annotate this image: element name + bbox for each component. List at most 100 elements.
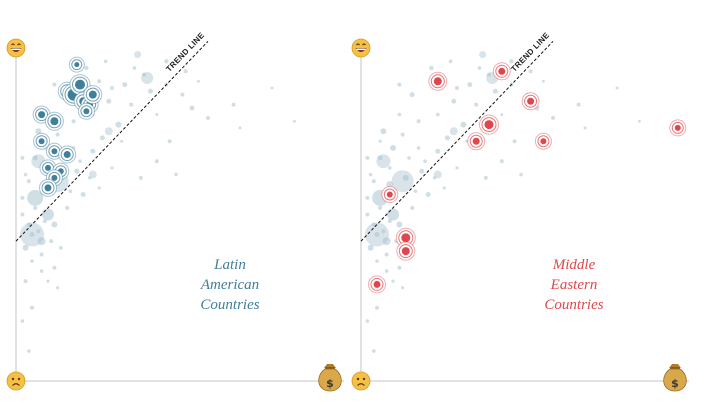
background-point [33,205,38,210]
background-point [387,219,392,224]
background-point [42,208,54,221]
background-point [120,139,124,143]
money-bag-icon: $ [318,364,342,392]
trend-line [360,40,554,242]
trend-line-label: TREND LINE [509,30,551,73]
panel-title: Latin American Countries [200,257,260,313]
highlighted-point [521,92,540,111]
highlighted-point [77,102,95,120]
panel-title: Middle Eastern Countries [544,257,603,313]
background-point [407,156,411,160]
background-point [433,170,442,179]
background-point [419,168,425,174]
background-point [448,59,453,64]
panel-title-line: Countries [544,297,603,313]
background-point [104,127,113,136]
highlighted-point [68,56,85,73]
background-point [583,126,587,130]
background-point [80,192,86,198]
background-point [20,195,25,200]
background-point [397,112,402,117]
background-point [59,246,63,250]
background-point [110,166,114,170]
background-point [365,222,389,247]
background-point [138,175,143,180]
background-point [396,221,403,228]
background-point [142,72,146,77]
background-point [500,113,504,117]
background-point [97,79,102,84]
background-point [20,319,25,323]
background-point [528,69,533,74]
background-point [74,168,80,174]
background-point [84,65,89,71]
background-point [23,279,28,284]
background-point [455,85,459,90]
background-point [402,174,409,181]
background-point [27,349,31,353]
background-point [384,269,389,273]
background-point [451,98,457,104]
background-point [26,222,31,227]
background-point [52,82,57,87]
background-point [637,119,641,123]
trend-line [15,40,209,242]
highlighted-point [479,114,499,135]
highlighted-point [58,145,77,164]
background-point [467,82,473,88]
background-point [20,212,25,217]
svg-text:$: $ [671,377,679,390]
background-point [391,170,414,193]
background-point [88,176,92,180]
background-point [164,59,169,64]
background-point [26,179,31,184]
highlighted-point [44,111,64,131]
background-point [474,102,479,107]
background-point [378,139,382,143]
background-point [390,144,396,151]
background-point [132,66,137,70]
background-point [384,252,389,257]
background-point [460,121,467,128]
highlighted-point [467,132,486,151]
background-point [189,105,195,111]
highlighted-point [368,275,386,294]
background-point [499,159,504,164]
background-point [29,231,35,237]
background-point [401,286,405,290]
background-point [365,195,370,200]
frowning-face-icon [351,371,371,391]
background-point [377,155,383,161]
background-point [196,79,200,83]
background-point [374,231,380,237]
background-point [375,259,379,263]
background-point [425,192,431,198]
background-point [371,179,376,184]
highlighted-point [83,85,103,105]
background-point [433,176,437,180]
background-point [512,139,517,144]
background-point [42,219,47,224]
background-point [371,222,376,227]
background-point [365,155,370,160]
background-point [231,102,236,107]
background-point [27,189,44,206]
background-point [378,205,383,210]
background-point [465,139,469,143]
background-point [413,189,418,193]
background-point [68,189,73,193]
background-point [167,139,172,144]
background-point [22,244,29,251]
panel-latin-american: TREND LINE Latin American Countries $ [6,30,344,392]
background-point [442,186,446,190]
background-point [387,208,399,221]
highlighted-point [669,119,687,137]
background-point [541,79,545,83]
highlighted-point [381,186,399,204]
background-point [487,72,491,77]
background-point [46,279,50,283]
background-point [97,186,101,190]
background-point [206,115,210,120]
background-point [409,92,415,98]
background-point [129,102,134,107]
